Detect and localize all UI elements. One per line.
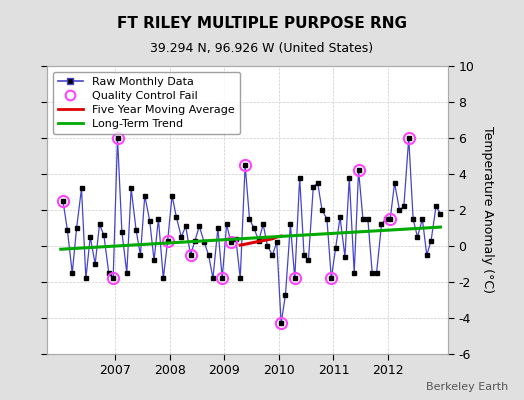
- Text: Berkeley Earth: Berkeley Earth: [426, 382, 508, 392]
- Text: FT RILEY MULTIPLE PURPOSE RNG: FT RILEY MULTIPLE PURPOSE RNG: [117, 16, 407, 31]
- Y-axis label: Temperature Anomaly (°C): Temperature Anomaly (°C): [481, 126, 494, 294]
- Text: 39.294 N, 96.926 W (United States): 39.294 N, 96.926 W (United States): [150, 42, 374, 55]
- Legend: Raw Monthly Data, Quality Control Fail, Five Year Moving Average, Long-Term Tren: Raw Monthly Data, Quality Control Fail, …: [53, 72, 240, 134]
